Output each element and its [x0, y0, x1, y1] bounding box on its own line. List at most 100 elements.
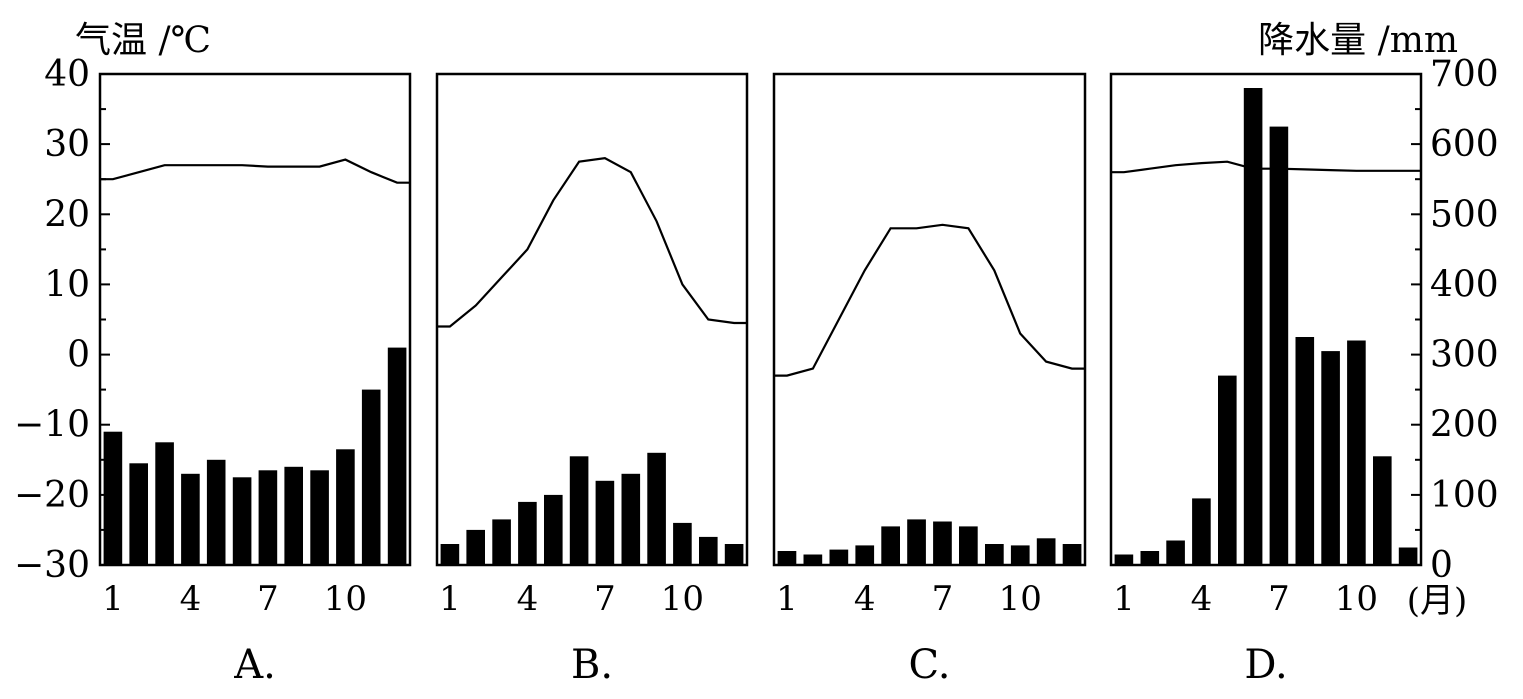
precipitation-tick-label: 700	[1430, 54, 1499, 95]
precipitation-bar	[1243, 88, 1263, 565]
precipitation-tick-label: 500	[1430, 194, 1499, 235]
month-tick-label: 7	[932, 579, 954, 619]
precipitation-tick-label: 600	[1430, 124, 1499, 165]
precipitation-bar	[777, 551, 797, 565]
month-tick-label: 10	[661, 579, 704, 619]
precipitation-bar	[1114, 554, 1134, 565]
month-tick-label: 4	[854, 579, 876, 619]
precipitation-tick-label: 0	[1430, 545, 1453, 586]
temperature-line	[774, 223, 1085, 377]
temperature-tick-label: 40	[44, 54, 90, 95]
temperature-tick-label: −20	[14, 475, 90, 516]
precipitation-tick-label: 300	[1430, 335, 1499, 376]
precipitation-axis: 700 600 500 400 300 200 100 0	[1411, 54, 1499, 586]
precipitation-bar	[310, 470, 329, 565]
month-tick-label: 10	[1335, 579, 1378, 619]
precipitation-bar	[985, 544, 1004, 565]
panel-4: 1 4 7 10 D.	[1109, 72, 1423, 688]
precipitation-bar	[361, 389, 381, 565]
month-tick-label: 4	[1191, 579, 1213, 619]
precipitation-bar	[1192, 498, 1211, 565]
month-tick-label: 7	[257, 579, 279, 619]
panel-2: 1 4 7 10 B.	[435, 72, 749, 688]
precipitation-bar	[258, 470, 278, 565]
month-tick-label: 4	[180, 579, 202, 619]
precipitation-bar	[336, 449, 355, 565]
precipitation-bar	[855, 545, 875, 565]
precipitation-bar	[1010, 545, 1030, 565]
precipitation-tick-label: 200	[1430, 405, 1499, 446]
precipitation-bar	[232, 477, 252, 565]
precipitation-bar	[907, 519, 926, 565]
precipitation-bar	[387, 347, 407, 565]
precipitation-tick-label: 100	[1430, 475, 1499, 516]
precipitation-bar	[699, 536, 718, 565]
temperature-tick-label: 20	[44, 194, 90, 235]
temperature-tick-label: −30	[14, 545, 90, 586]
panel-label: B.	[571, 642, 613, 688]
month-tick-label: 7	[594, 579, 616, 619]
panel-label: A.	[233, 642, 276, 688]
panel-label: D.	[1244, 642, 1287, 688]
temperature-tick-label: 0	[67, 335, 90, 376]
precipitation-bar	[1269, 126, 1289, 565]
month-tick-label: 4	[517, 579, 539, 619]
temperature-line	[100, 158, 410, 184]
month-tick-label: 1	[1113, 579, 1135, 619]
panel-label: C.	[909, 642, 951, 688]
precipitation-bar	[155, 442, 174, 566]
precipitation-bar	[621, 473, 641, 565]
precipitation-bar	[569, 456, 589, 565]
precipitation-bar	[518, 501, 537, 565]
precipitation-bar	[595, 480, 615, 565]
precipitation-bar	[181, 473, 200, 565]
precipitation-bar	[466, 529, 485, 565]
precipitation-bar	[1373, 456, 1392, 565]
month-tick-label: 1	[102, 579, 124, 619]
panel-frame	[435, 72, 749, 567]
month-tick-label: 10	[999, 579, 1042, 619]
month-unit-label: (月)	[1407, 581, 1468, 621]
panel-1: 1 4 7 10 A.	[98, 72, 412, 688]
precipitation-bar	[881, 526, 900, 565]
precipitation-bar	[724, 544, 744, 565]
precipitation-axis-label: 降水量 /mm	[1258, 20, 1458, 61]
temperature-tick-label: −10	[14, 405, 90, 446]
precipitation-bar	[1218, 375, 1237, 565]
temperature-axis-label: 气温 /℃	[75, 20, 211, 61]
precipitation-bar	[103, 431, 123, 565]
panel-frame	[772, 72, 1087, 567]
precipitation-bar	[1295, 337, 1315, 565]
precipitation-bar	[129, 463, 148, 565]
precipitation-bar	[1321, 351, 1340, 565]
precipitation-bar	[1347, 340, 1366, 565]
month-tick-label: 10	[324, 579, 367, 619]
temperature-tick-label: 30	[44, 124, 90, 165]
panels: 1 4 7 10 A. 1 4 7 10 B. 1 4 7 10 C. 1 4 7 10 D.	[98, 72, 1423, 688]
month-tick-label: 7	[1268, 579, 1290, 619]
precipitation-bar	[206, 459, 226, 565]
precipitation-bar	[933, 521, 952, 565]
precipitation-bar	[1398, 547, 1418, 565]
precipitation-bar	[803, 554, 823, 565]
precipitation-bar	[959, 526, 978, 565]
temperature-line	[437, 157, 747, 328]
precipitation-bar	[1036, 538, 1056, 565]
precipitation-bar	[1166, 540, 1185, 565]
precipitation-tick-label: 400	[1430, 264, 1499, 305]
precipitation-bar	[673, 522, 692, 565]
month-tick-label: 1	[439, 579, 461, 619]
precipitation-bar	[492, 519, 511, 565]
temperature-axis: 40 30 20 10 0 −10 −20 −30	[14, 54, 110, 586]
precipitation-bar	[829, 549, 849, 565]
precipitation-bar	[544, 494, 563, 565]
precipitation-bar	[284, 466, 303, 565]
month-tick-label: 1	[776, 579, 798, 619]
panel-3: 1 4 7 10 C.	[772, 72, 1087, 688]
precipitation-bar	[440, 544, 460, 565]
temperature-line	[1111, 160, 1421, 174]
precipitation-bar	[647, 452, 666, 565]
precipitation-bar	[1062, 544, 1082, 565]
temperature-tick-label: 10	[44, 264, 90, 305]
